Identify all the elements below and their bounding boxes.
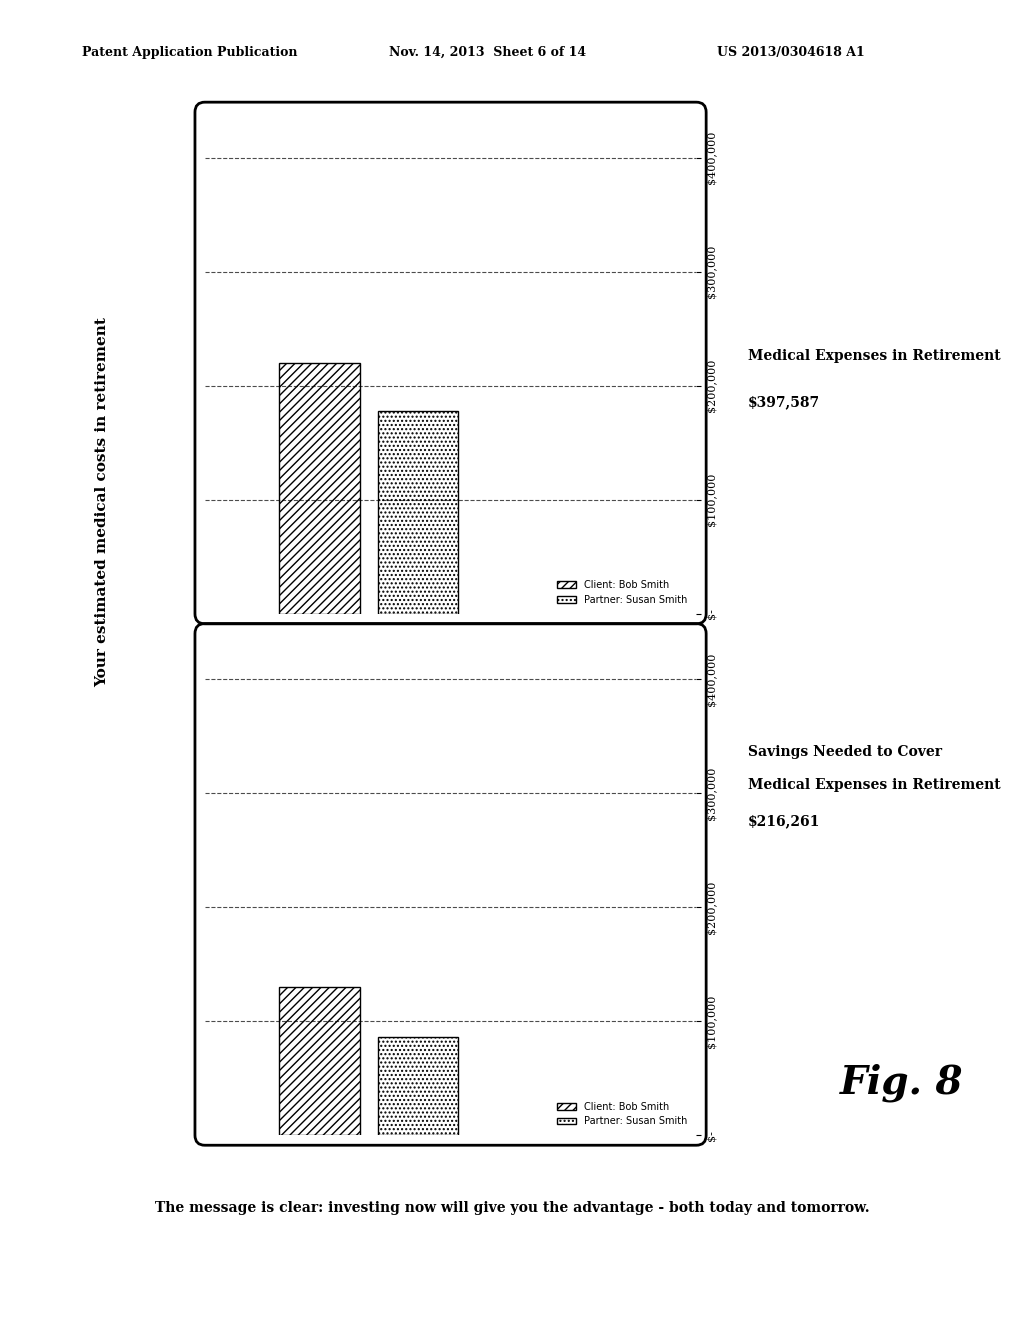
Legend: Client: Bob Smith, Partner: Susan Smith: Client: Bob Smith, Partner: Susan Smith bbox=[553, 577, 691, 609]
Text: Medical Expenses in Retirement: Medical Expenses in Retirement bbox=[748, 779, 1000, 792]
Text: The message is clear: investing now will give you the advantage - both today and: The message is clear: investing now will… bbox=[155, 1201, 869, 1214]
Text: Nov. 14, 2013  Sheet 6 of 14: Nov. 14, 2013 Sheet 6 of 14 bbox=[389, 46, 587, 59]
Text: Patent Application Publication: Patent Application Publication bbox=[82, 46, 297, 59]
Text: Your estimated medical costs in retirement: Your estimated medical costs in retireme… bbox=[95, 317, 110, 686]
Text: Fig. 8: Fig. 8 bbox=[840, 1063, 964, 1102]
Bar bbox=[378, 412, 458, 614]
Text: $397,587: $397,587 bbox=[748, 396, 819, 409]
Text: US 2013/0304618 A1: US 2013/0304618 A1 bbox=[717, 46, 864, 59]
Text: $216,261: $216,261 bbox=[748, 814, 820, 828]
Text: Medical Expenses in Retirement: Medical Expenses in Retirement bbox=[748, 350, 1000, 363]
Text: Savings Needed to Cover: Savings Needed to Cover bbox=[748, 746, 941, 759]
Legend: Client: Bob Smith, Partner: Susan Smith: Client: Bob Smith, Partner: Susan Smith bbox=[553, 1098, 691, 1130]
Bar bbox=[280, 363, 359, 614]
Bar bbox=[378, 1038, 458, 1135]
Bar bbox=[280, 987, 359, 1135]
